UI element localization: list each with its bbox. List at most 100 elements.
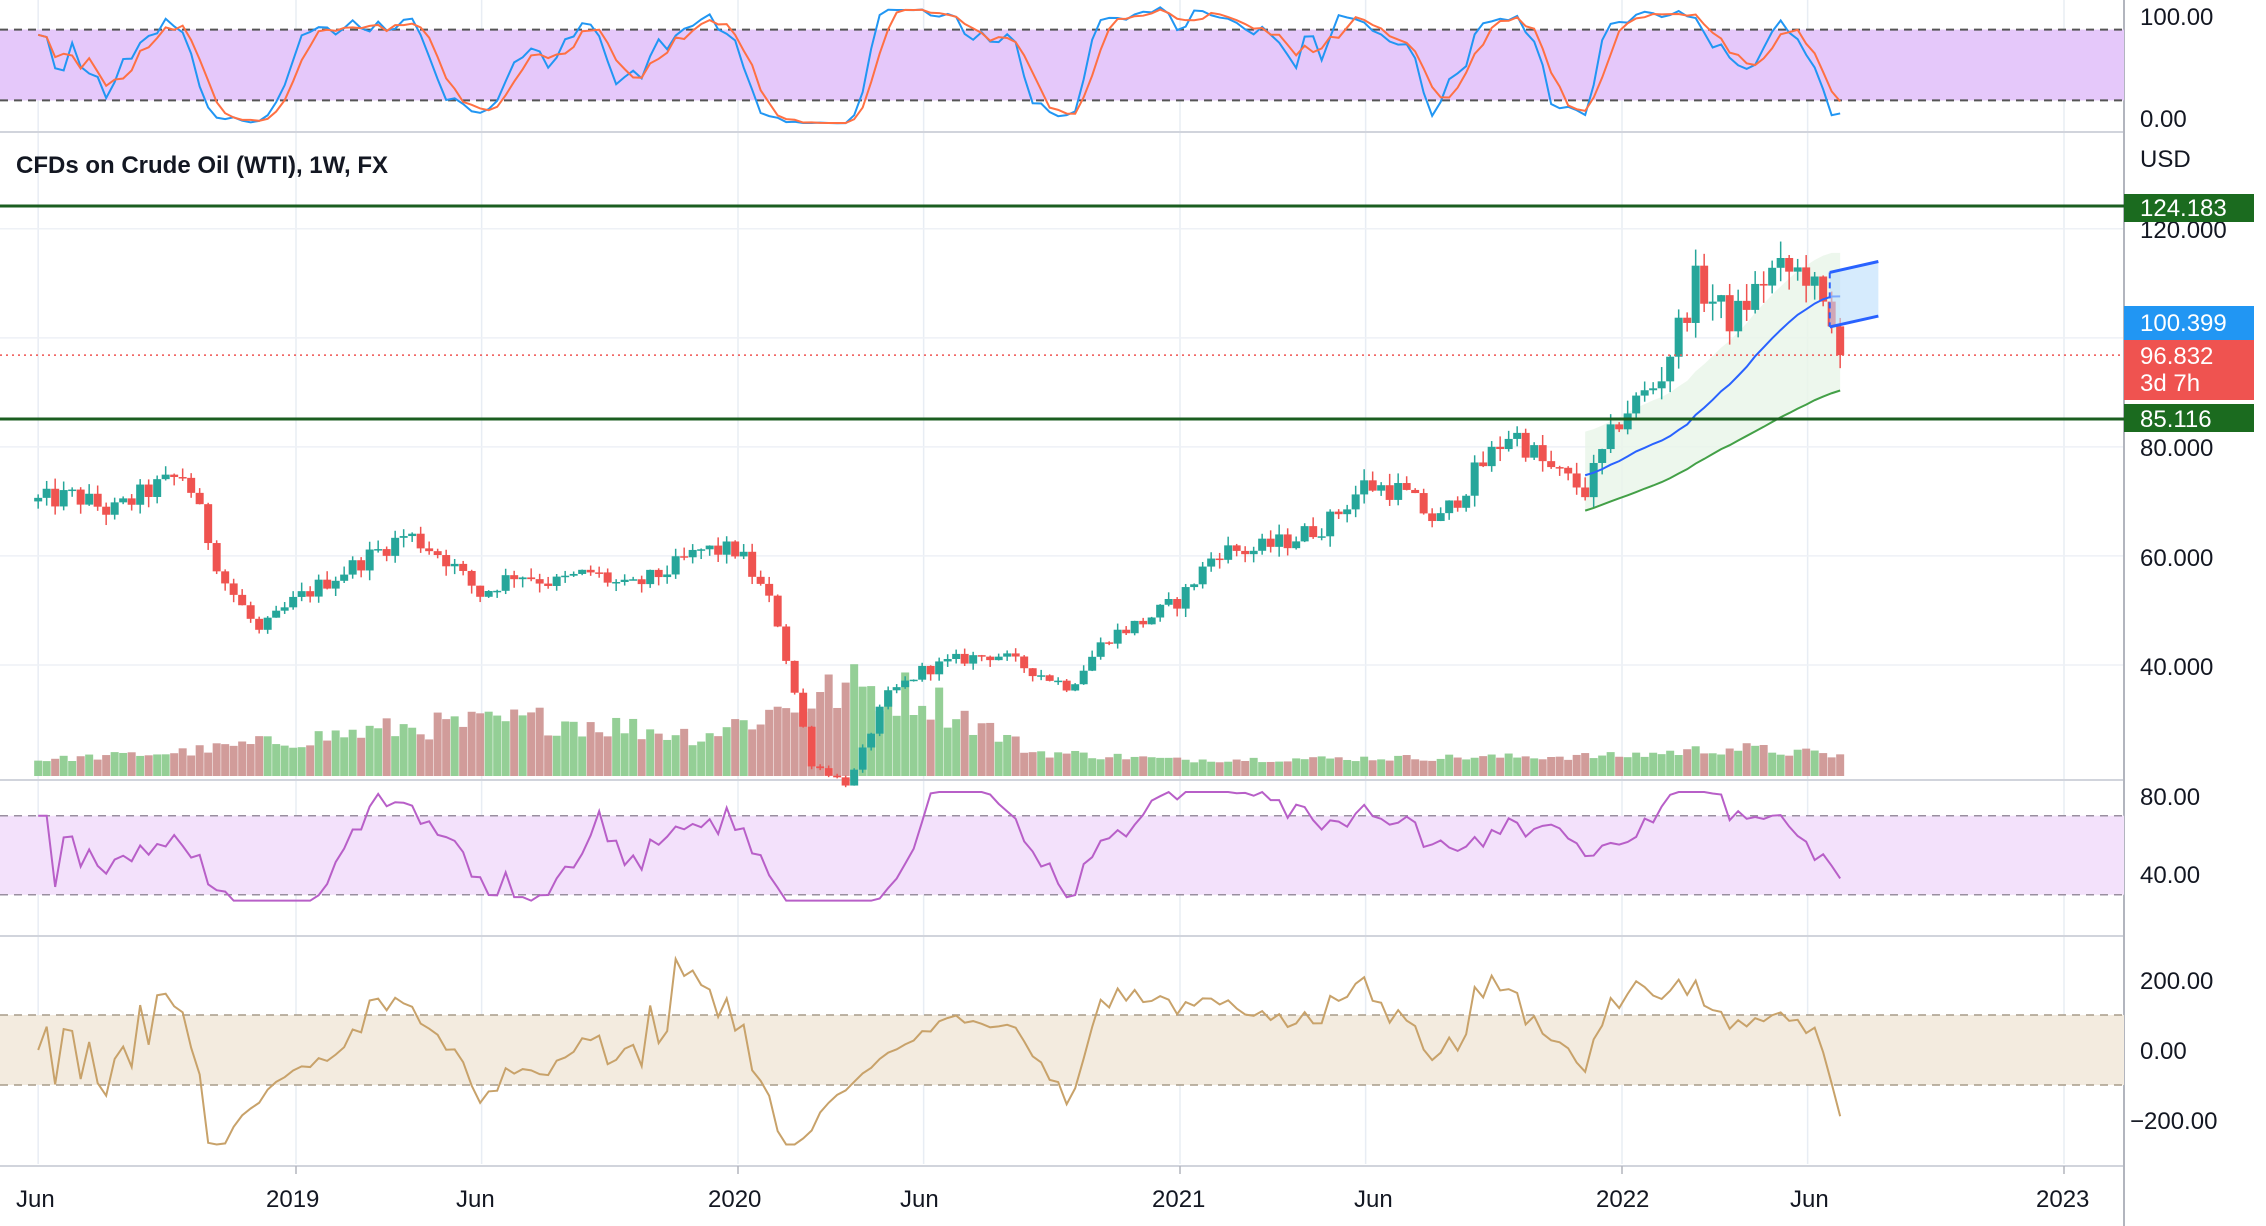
- volume-bar-8: [102, 755, 111, 776]
- cci-tick-0: 0.00: [2140, 1038, 2187, 1065]
- candle-body-29: [280, 607, 289, 611]
- candle-body-105: [926, 665, 935, 675]
- volume-bar-26: [255, 736, 264, 776]
- volume-bar-62: [561, 721, 570, 776]
- volume-bar-6: [85, 754, 94, 776]
- candle-body-128: [1122, 629, 1131, 634]
- candle-body-32: [306, 591, 315, 597]
- volume-bar-94: [833, 707, 842, 776]
- candle-body-99: [875, 706, 884, 734]
- volume-bar-30: [289, 747, 298, 776]
- volume-bar-52: [476, 713, 485, 776]
- volume-bar-211: [1827, 757, 1836, 776]
- candle-body-125: [1096, 642, 1105, 657]
- volume-bar-41: [382, 718, 391, 776]
- rsi-band: [0, 815, 2124, 895]
- volume-bar-123: [1079, 752, 1088, 776]
- candle-body-155: [1351, 494, 1360, 510]
- volume-bar-152: [1326, 758, 1335, 776]
- volume-bar-202: [1751, 745, 1760, 776]
- candle-body-64: [578, 569, 587, 574]
- volume-bar-23: [229, 745, 238, 776]
- volume-bar-208: [1802, 748, 1811, 776]
- candle-body-123: [1079, 670, 1088, 685]
- candle-body-80: [714, 545, 723, 555]
- volume-bar-19: [195, 745, 204, 776]
- candle-body-177: [1538, 445, 1547, 462]
- indicator-lines: [37, 6, 1842, 1146]
- candle-body-181: [1572, 473, 1581, 488]
- candle-body-195: [1691, 265, 1700, 323]
- volume-bar-81: [722, 727, 731, 776]
- candle-body-212: [1836, 326, 1845, 356]
- volume-bar-129: [1130, 756, 1139, 776]
- candle-body-109: [960, 653, 969, 664]
- candle-body-18: [187, 477, 196, 493]
- level-low-value: 85.116: [2140, 406, 2212, 433]
- volume-bar-189: [1640, 756, 1649, 776]
- ma-value-tag: [2124, 306, 2254, 340]
- candle-body-189: [1640, 390, 1649, 396]
- candle-body-172: [1496, 446, 1505, 450]
- candle-body-31: [297, 591, 306, 597]
- candle-body-142: [1241, 550, 1250, 555]
- volume-bar-1: [42, 761, 51, 776]
- candle-body-179: [1555, 467, 1564, 469]
- candle-body-5: [76, 489, 85, 505]
- volume-bar-153: [1334, 757, 1343, 776]
- volume-bar-53: [484, 711, 493, 776]
- volume-bar-66: [595, 732, 604, 776]
- volume-bar-158: [1377, 759, 1386, 776]
- candle-body-97: [858, 747, 867, 770]
- volume-bar-111: [977, 723, 986, 776]
- candle-body-68: [612, 581, 621, 584]
- rsi-tick-40: 40.00: [2140, 862, 2200, 889]
- candle-body-49: [450, 563, 459, 567]
- volume-bar-32: [306, 745, 315, 776]
- volume-bar-90: [799, 711, 808, 776]
- candle-body-14: [153, 479, 162, 497]
- candle-body-154: [1343, 509, 1352, 515]
- candle-body-75: [671, 556, 680, 575]
- candle-body-91: [807, 726, 816, 767]
- volume-bar-73: [654, 733, 663, 776]
- candle-body-15: [161, 474, 170, 480]
- volume-bar-58: [527, 712, 536, 776]
- candle-body-67: [603, 572, 612, 583]
- volume-bar-144: [1258, 762, 1267, 776]
- volume-bar-139: [1215, 762, 1224, 776]
- candle-body-90: [799, 692, 808, 727]
- candle-body-94: [833, 775, 842, 778]
- candle-body-183: [1589, 462, 1598, 498]
- volume-bar-85: [756, 724, 765, 776]
- volume-bar-209: [1810, 750, 1819, 776]
- volume-bar-188: [1632, 752, 1641, 776]
- candle-body-8: [102, 506, 111, 515]
- volume-bar-105: [926, 719, 935, 776]
- candle-body-70: [629, 579, 638, 581]
- volume-bar-206: [1785, 755, 1794, 776]
- volume-bar-45: [416, 734, 425, 776]
- volume-bar-177: [1538, 759, 1547, 776]
- candle-body-200: [1734, 300, 1743, 332]
- rsi-line: [38, 790, 1842, 902]
- candle-body-171: [1487, 446, 1496, 467]
- volume-bar-93: [824, 674, 833, 776]
- volume-bar-9: [110, 752, 119, 776]
- price-candles[interactable]: [34, 241, 1845, 788]
- volume-bar-142: [1241, 760, 1250, 776]
- candle-body-25: [246, 605, 255, 619]
- candle-body-37: [348, 560, 357, 575]
- candle-body-169: [1470, 462, 1479, 496]
- candle-body-57: [518, 577, 527, 580]
- volume-bar-127: [1113, 753, 1122, 776]
- candle-body-193: [1674, 317, 1683, 357]
- candle-body-115: [1011, 653, 1020, 657]
- volume-bar-141: [1232, 759, 1241, 776]
- volume-bar-116: [1020, 752, 1029, 776]
- volume-bar-183: [1589, 758, 1598, 776]
- stoch-band: [0, 29, 2124, 101]
- x-label-jun-2021: Jun: [1354, 1186, 1393, 1213]
- candle-body-136: [1190, 584, 1199, 588]
